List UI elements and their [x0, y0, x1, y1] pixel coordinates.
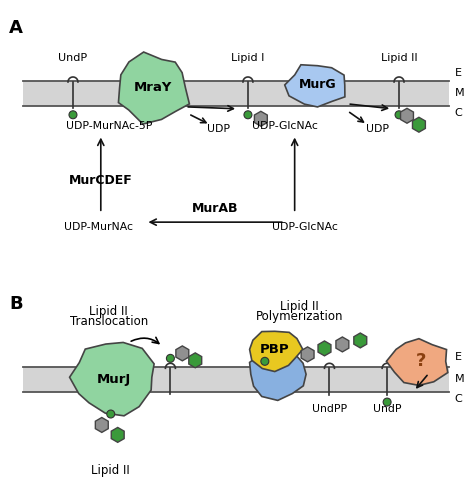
- Polygon shape: [189, 353, 202, 368]
- Text: B: B: [9, 295, 23, 313]
- Polygon shape: [176, 346, 189, 361]
- Polygon shape: [285, 65, 345, 107]
- Polygon shape: [95, 418, 108, 432]
- Circle shape: [261, 357, 269, 365]
- Polygon shape: [386, 339, 448, 386]
- Text: Lipid II: Lipid II: [280, 300, 319, 313]
- Polygon shape: [318, 341, 331, 356]
- Text: Lipid II: Lipid II: [91, 463, 130, 477]
- Circle shape: [244, 111, 252, 119]
- Polygon shape: [70, 343, 154, 416]
- Text: UDP-MurNAc-5P: UDP-MurNAc-5P: [65, 121, 152, 131]
- Polygon shape: [336, 337, 349, 352]
- Circle shape: [107, 410, 115, 418]
- Text: UDP: UDP: [207, 124, 229, 134]
- Text: MurCDEF: MurCDEF: [69, 174, 133, 187]
- Text: UDP-GlcNAc: UDP-GlcNAc: [272, 222, 337, 232]
- Polygon shape: [255, 111, 267, 126]
- Circle shape: [166, 354, 174, 362]
- Bar: [23, 367, 449, 392]
- Polygon shape: [401, 108, 413, 123]
- Text: MurJ: MurJ: [97, 373, 131, 386]
- Polygon shape: [250, 331, 303, 372]
- Circle shape: [383, 398, 391, 406]
- Text: UndP: UndP: [58, 53, 88, 63]
- Polygon shape: [301, 347, 314, 362]
- Text: C: C: [455, 108, 463, 118]
- Text: MraY: MraY: [133, 81, 172, 95]
- Text: A: A: [9, 19, 23, 37]
- Text: Lipid I: Lipid I: [231, 53, 264, 63]
- Text: UDP-GlcNAc: UDP-GlcNAc: [252, 121, 318, 131]
- Text: C: C: [455, 394, 463, 404]
- Text: UndP: UndP: [373, 404, 401, 414]
- Text: Polymerization: Polymerization: [256, 310, 343, 322]
- Text: E: E: [455, 68, 462, 78]
- Text: Translocation: Translocation: [70, 315, 148, 327]
- Circle shape: [395, 111, 403, 119]
- Circle shape: [69, 111, 77, 119]
- Bar: [23, 81, 449, 106]
- Polygon shape: [250, 352, 306, 400]
- Text: Lipid II: Lipid II: [381, 53, 418, 63]
- Text: M: M: [455, 374, 465, 384]
- Text: UDP-MurNAc: UDP-MurNAc: [64, 222, 133, 232]
- Text: UDP: UDP: [365, 124, 389, 134]
- Polygon shape: [111, 427, 124, 442]
- Polygon shape: [118, 52, 190, 124]
- Text: PBP: PBP: [260, 343, 290, 356]
- Polygon shape: [354, 333, 367, 348]
- Text: MurG: MurG: [299, 78, 337, 92]
- Text: Lipid II: Lipid II: [90, 305, 128, 317]
- Text: M: M: [455, 88, 465, 98]
- Text: UndPP: UndPP: [312, 404, 347, 414]
- Text: ?: ?: [416, 352, 426, 370]
- Polygon shape: [412, 117, 425, 132]
- Text: MurAB: MurAB: [192, 202, 238, 215]
- Text: E: E: [455, 352, 462, 362]
